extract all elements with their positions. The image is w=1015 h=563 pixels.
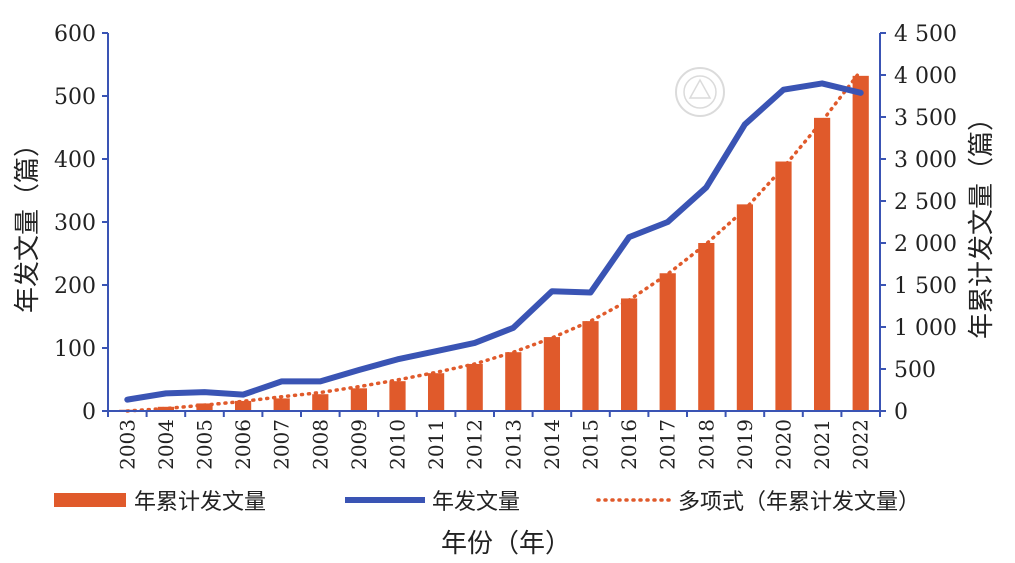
annual-series-line — [124, 80, 864, 403]
x-tick-label: 2003 — [115, 419, 139, 470]
bar — [273, 398, 290, 411]
line-point — [626, 234, 632, 240]
bar — [157, 406, 175, 411]
x-tick-label: 2019 — [733, 419, 757, 470]
x-tick-label: 2005 — [193, 419, 217, 470]
left-tick-label: 0 — [82, 400, 96, 425]
line-point — [781, 87, 786, 93]
bar — [543, 337, 561, 411]
line-point — [665, 219, 671, 225]
bar — [852, 75, 869, 411]
bars-layer — [119, 75, 869, 411]
x-tick-label: 2016 — [617, 419, 641, 470]
bar — [505, 352, 522, 411]
left-tick-label: 600 — [54, 22, 96, 47]
x-axis-ticks: 2003 2004 2005 2006 2007 2008 2009 2010 2011 2012… — [107, 411, 881, 470]
line-point — [742, 121, 748, 127]
line-point — [858, 90, 864, 96]
left-tick-label: 200 — [54, 274, 96, 299]
bar — [659, 273, 676, 411]
line-point — [433, 348, 439, 354]
line-point — [356, 367, 362, 373]
trend-series-line — [125, 69, 863, 413]
line-point — [240, 392, 246, 398]
right-axis-title: 年累计发文量（篇） — [967, 105, 997, 339]
left-tick-label: 300 — [54, 211, 96, 236]
legend-label-line: 年发文量 — [432, 490, 520, 515]
bar — [698, 243, 715, 411]
right-tick-label: 1 500 — [894, 274, 957, 299]
x-tick-label: 2011 — [424, 419, 448, 470]
line-point — [588, 290, 593, 296]
right-axis-ticks: 0 500 1 000 1 500 2 000 2 500 3 000 3 500 4 000 4… — [880, 22, 957, 425]
legend-label-bar: 年累计发文量 — [134, 490, 266, 515]
line-layer — [124, 80, 864, 403]
right-tick-label: 3 500 — [894, 106, 957, 131]
right-tick-label: 4 500 — [894, 22, 957, 47]
x-tick-label: 2007 — [270, 419, 294, 470]
left-tick-label: 100 — [54, 337, 96, 362]
right-tick-label: 2 000 — [894, 232, 957, 257]
bar — [312, 394, 329, 411]
line-point — [202, 389, 207, 395]
bar — [736, 204, 754, 411]
right-tick-label: 3 000 — [894, 148, 957, 173]
legend-item-line: 年发文量 — [345, 490, 520, 515]
x-tick-label: 2004 — [154, 419, 178, 470]
right-tick-label: 1 000 — [894, 316, 957, 341]
line-point — [549, 288, 555, 294]
watermark-seal-icon — [675, 67, 725, 117]
bar — [620, 298, 638, 411]
right-tick-label: 0 — [894, 400, 908, 425]
right-tick-label: 500 — [894, 358, 936, 383]
legend-label-trend: 多项式（年累计发文量） — [678, 490, 920, 515]
x-tick-label: 2017 — [656, 419, 680, 470]
left-tick-label: 400 — [54, 148, 96, 173]
legend-swatch-bar — [54, 493, 126, 507]
x-tick-label: 2012 — [463, 419, 487, 470]
legend-item-bar: 年累计发文量 — [54, 490, 266, 515]
x-tick-label: 2022 — [849, 419, 873, 470]
x-axis-title: 年份（年） — [441, 529, 571, 559]
x-tick-label: 2014 — [540, 419, 564, 470]
legend-item-trend: 多项式（年累计发文量） — [596, 490, 920, 515]
line-point — [124, 397, 130, 403]
bar — [389, 381, 406, 411]
left-axis-title: 年发文量（篇） — [13, 131, 43, 313]
bar — [234, 400, 252, 411]
line-point — [279, 378, 285, 384]
line-point — [703, 184, 709, 190]
bar — [775, 161, 792, 411]
left-tick-label: 500 — [54, 85, 96, 110]
bar — [196, 403, 213, 411]
bar — [582, 321, 599, 411]
bar — [813, 117, 831, 411]
trend-layer — [125, 69, 863, 413]
x-tick-label: 2015 — [579, 419, 603, 470]
line-point — [472, 340, 478, 346]
right-tick-label: 4 000 — [894, 64, 957, 89]
x-tick-label: 2008 — [308, 419, 332, 470]
x-tick-label: 2018 — [694, 419, 718, 470]
x-tick-label: 2021 — [810, 419, 834, 470]
bar — [466, 363, 483, 411]
x-tick-label: 2013 — [501, 419, 525, 470]
legend: 年累计发文量 年发文量 多项式（年累计发文量） — [54, 490, 920, 515]
line-point — [163, 390, 169, 396]
line-point — [395, 356, 400, 362]
line-point — [510, 325, 516, 331]
line-point — [819, 80, 825, 86]
line-point — [317, 378, 323, 384]
bar — [427, 373, 445, 411]
x-tick-label: 2020 — [772, 419, 796, 470]
left-axis-ticks: 0 100 200 300 400 500 600 — [54, 22, 108, 425]
bar — [350, 388, 368, 411]
x-tick-label: 2009 — [347, 419, 371, 470]
x-tick-label: 2010 — [386, 419, 410, 470]
x-tick-label: 2006 — [231, 419, 255, 470]
right-tick-label: 2 500 — [894, 190, 957, 215]
